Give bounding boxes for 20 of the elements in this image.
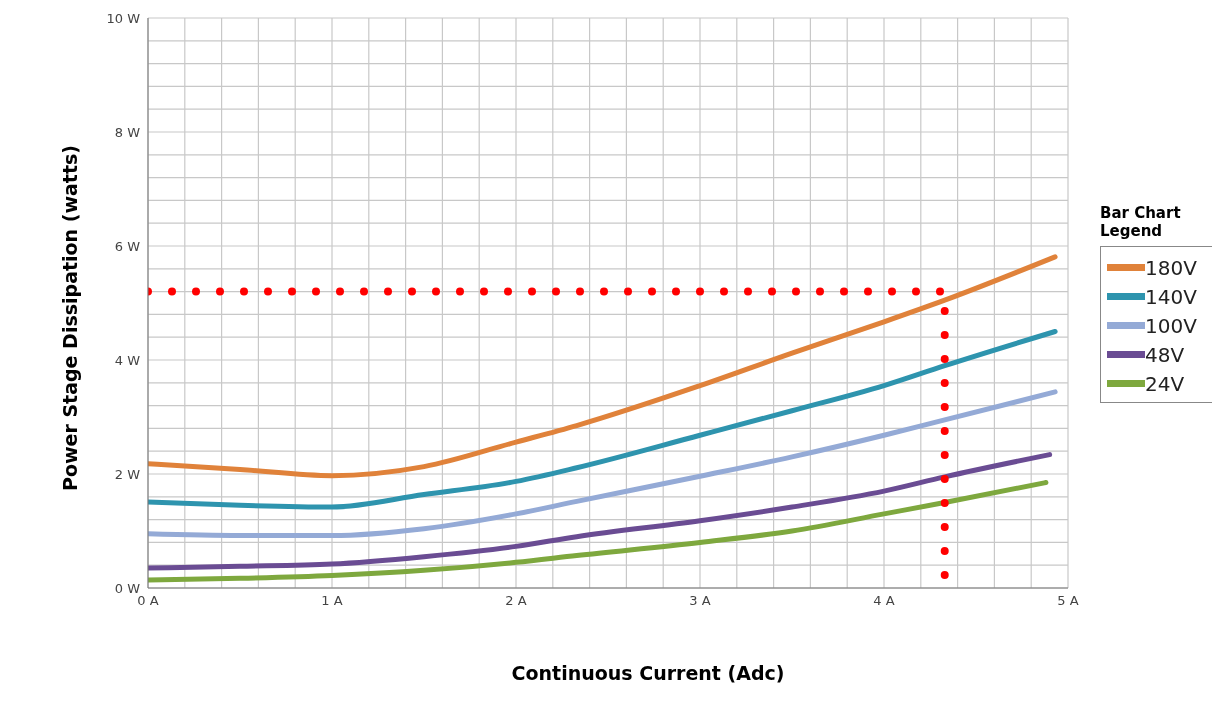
y-axis-title: Power Stage Dissipation (watts) — [59, 145, 81, 491]
x-tick-label: 5 A — [1057, 593, 1079, 609]
x-tick-label: 4 A — [873, 593, 895, 609]
y-tick-label: 6 W — [114, 238, 141, 254]
y-tick-label: 10 W — [106, 10, 141, 26]
y-tick-label: 4 W — [114, 352, 141, 368]
x-tick-label: 0 A — [137, 593, 159, 609]
x-tick-label: 3 A — [689, 593, 711, 609]
legend-title: Bar Chart Legend — [1100, 204, 1182, 240]
x-tick-label: 2 A — [505, 593, 527, 609]
legend-label: 180V — [1145, 255, 1197, 280]
y-tick-label: 2 W — [114, 466, 141, 482]
legend-label: 100V — [1145, 313, 1197, 338]
y-tick-label: 0 W — [114, 580, 141, 596]
legend-label: 24V — [1145, 371, 1185, 396]
legend-label: 140V — [1145, 284, 1197, 309]
legend-label: 48V — [1145, 342, 1185, 367]
x-tick-label: 1 A — [321, 593, 343, 609]
y-tick-label: 8 W — [114, 124, 141, 140]
x-axis-title: Continuous Current (Adc) — [511, 662, 785, 684]
